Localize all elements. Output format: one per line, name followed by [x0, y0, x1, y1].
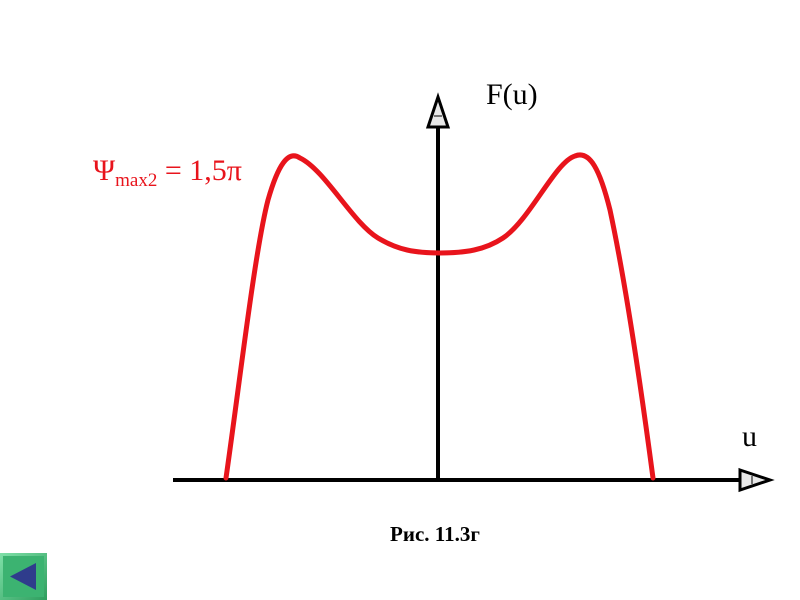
back-arrow-icon	[0, 553, 47, 600]
x-axis-arrowhead	[738, 467, 775, 493]
psi-value: = 1,5π	[157, 154, 242, 187]
psi-max-annotation: Ψmax2 = 1,5π	[93, 154, 242, 191]
radiation-pattern-curve	[223, 152, 656, 481]
x-axis-label: u	[742, 420, 757, 453]
y-axis-label: F(u)	[486, 78, 538, 111]
psi-subscript: max2	[115, 170, 157, 191]
back-button[interactable]	[0, 553, 47, 600]
psi-symbol: Ψ	[93, 154, 116, 187]
figure-caption: Рис. 11.3г	[390, 522, 480, 546]
y-axis-arrowhead	[425, 92, 451, 129]
